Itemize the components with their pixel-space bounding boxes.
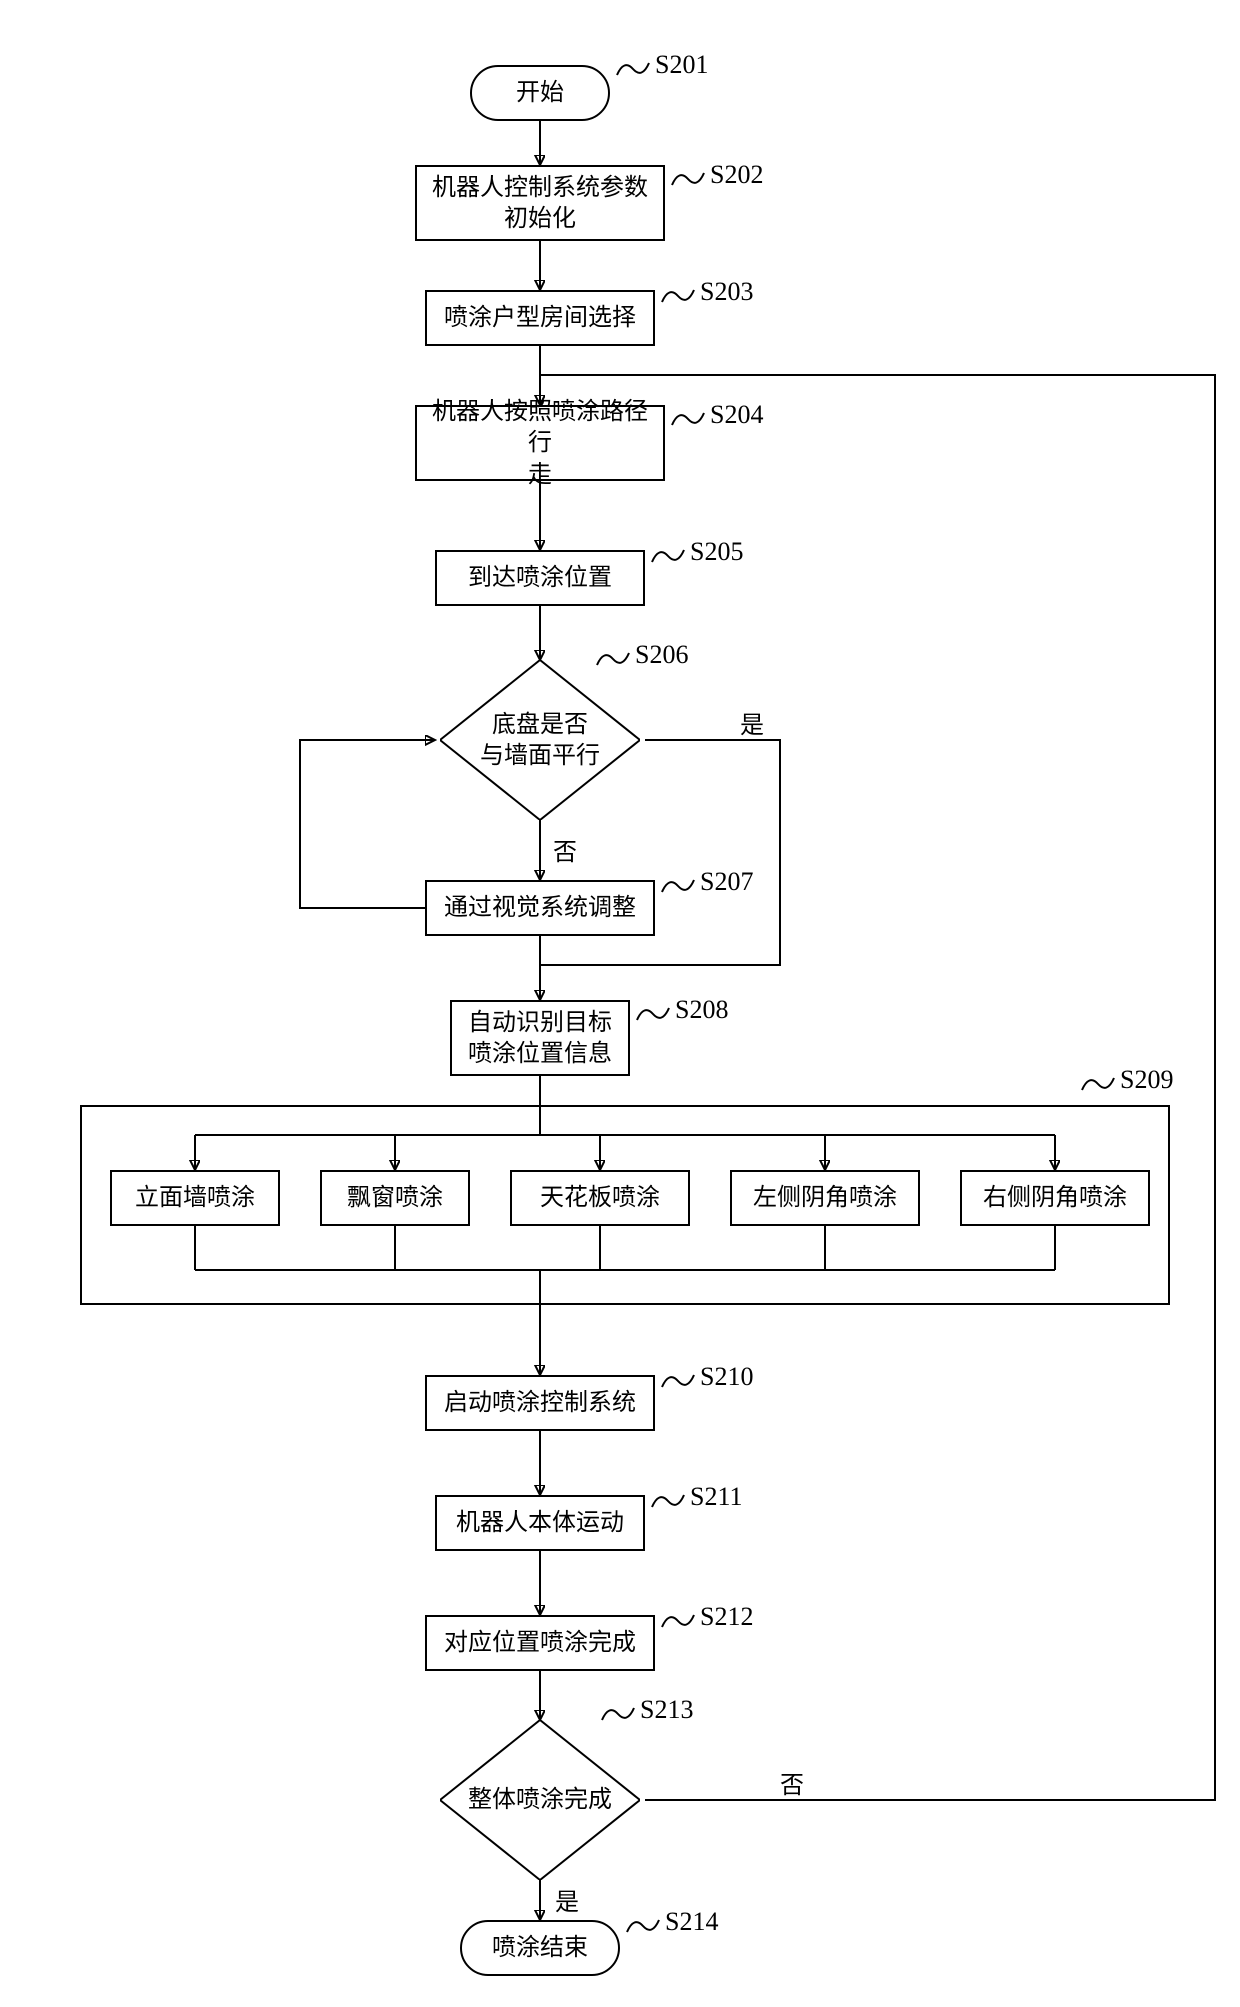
node-all-done-check: 整体喷涂完成 <box>440 1720 640 1880</box>
step-label: S205 <box>690 537 743 567</box>
node-text: 机器人按照喷涂路径行 走 <box>425 396 655 490</box>
step-label: S214 <box>665 1907 718 1937</box>
node-position-done: 对应位置喷涂完成 <box>425 1615 655 1671</box>
step-label: S203 <box>700 277 753 307</box>
node-vision-adjust: 通过视觉系统调整 <box>425 880 655 936</box>
squiggle-icon <box>1080 1070 1116 1094</box>
node-text: 启动喷涂控制系统 <box>444 1387 636 1418</box>
step-label: S213 <box>640 1695 693 1725</box>
node-text: 到达喷涂位置 <box>468 562 612 593</box>
squiggle-icon <box>650 542 686 566</box>
branch-ceiling: 天花板喷涂 <box>510 1170 690 1226</box>
node-select-room: 喷涂户型房间选择 <box>425 290 655 346</box>
squiggle-icon <box>660 1607 696 1631</box>
node-text: 整体喷涂完成 <box>440 1720 640 1880</box>
step-label: S207 <box>700 867 753 897</box>
step-label: S204 <box>710 400 763 430</box>
branch-yes: 是 <box>740 705 764 740</box>
node-end: 喷涂结束 <box>460 1920 620 1976</box>
node-text: 开始 <box>516 77 564 108</box>
step-label: S202 <box>710 160 763 190</box>
squiggle-icon <box>650 1487 686 1511</box>
node-arrive: 到达喷涂位置 <box>435 550 645 606</box>
node-parallel-check: 底盘是否 与墙面平行 <box>440 660 640 820</box>
node-text: 左侧阴角喷涂 <box>753 1182 897 1213</box>
node-text: 通过视觉系统调整 <box>444 892 636 923</box>
squiggle-icon <box>660 282 696 306</box>
node-start-spray: 启动喷涂控制系统 <box>425 1375 655 1431</box>
node-text: 对应位置喷涂完成 <box>444 1627 636 1658</box>
branch-bay-window: 飘窗喷涂 <box>320 1170 470 1226</box>
squiggle-icon <box>670 405 706 429</box>
step-label: S210 <box>700 1362 753 1392</box>
node-text: 右侧阴角喷涂 <box>983 1182 1127 1213</box>
node-identify-target: 自动识别目标 喷涂位置信息 <box>450 1000 630 1076</box>
step-label: S201 <box>655 50 708 80</box>
node-text: 自动识别目标 喷涂位置信息 <box>468 1007 612 1069</box>
squiggle-icon <box>625 1912 661 1936</box>
squiggle-icon <box>660 872 696 896</box>
node-text: 机器人本体运动 <box>456 1507 624 1538</box>
node-text: 天花板喷涂 <box>540 1182 660 1213</box>
node-text: 喷涂户型房间选择 <box>444 302 636 333</box>
branch-right-corner: 右侧阴角喷涂 <box>960 1170 1150 1226</box>
node-text: 立面墙喷涂 <box>135 1182 255 1213</box>
squiggle-icon <box>670 165 706 189</box>
step-label: S211 <box>690 1482 743 1512</box>
squiggle-icon <box>660 1367 696 1391</box>
node-text: 喷涂结束 <box>492 1932 588 1963</box>
step-label: S208 <box>675 995 728 1025</box>
node-text: 飘窗喷涂 <box>347 1182 443 1213</box>
step-label: S209 <box>1120 1065 1173 1095</box>
node-init: 机器人控制系统参数 初始化 <box>415 165 665 241</box>
node-start: 开始 <box>470 65 610 121</box>
branch-no: 否 <box>780 1765 804 1800</box>
node-text: 底盘是否 与墙面平行 <box>440 660 640 820</box>
branch-no: 否 <box>553 832 577 867</box>
branch-yes: 是 <box>555 1882 579 1917</box>
step-label: S212 <box>700 1602 753 1632</box>
branch-facade: 立面墙喷涂 <box>110 1170 280 1226</box>
step-label: S206 <box>635 640 688 670</box>
node-text: 机器人控制系统参数 初始化 <box>432 172 648 234</box>
node-body-move: 机器人本体运动 <box>435 1495 645 1551</box>
node-walk-path: 机器人按照喷涂路径行 走 <box>415 405 665 481</box>
branch-left-corner: 左侧阴角喷涂 <box>730 1170 920 1226</box>
squiggle-icon <box>635 1000 671 1024</box>
flowchart-canvas: 开始 S201 机器人控制系统参数 初始化 S202 喷涂户型房间选择 S203… <box>0 0 1240 2007</box>
squiggle-icon <box>615 55 651 79</box>
